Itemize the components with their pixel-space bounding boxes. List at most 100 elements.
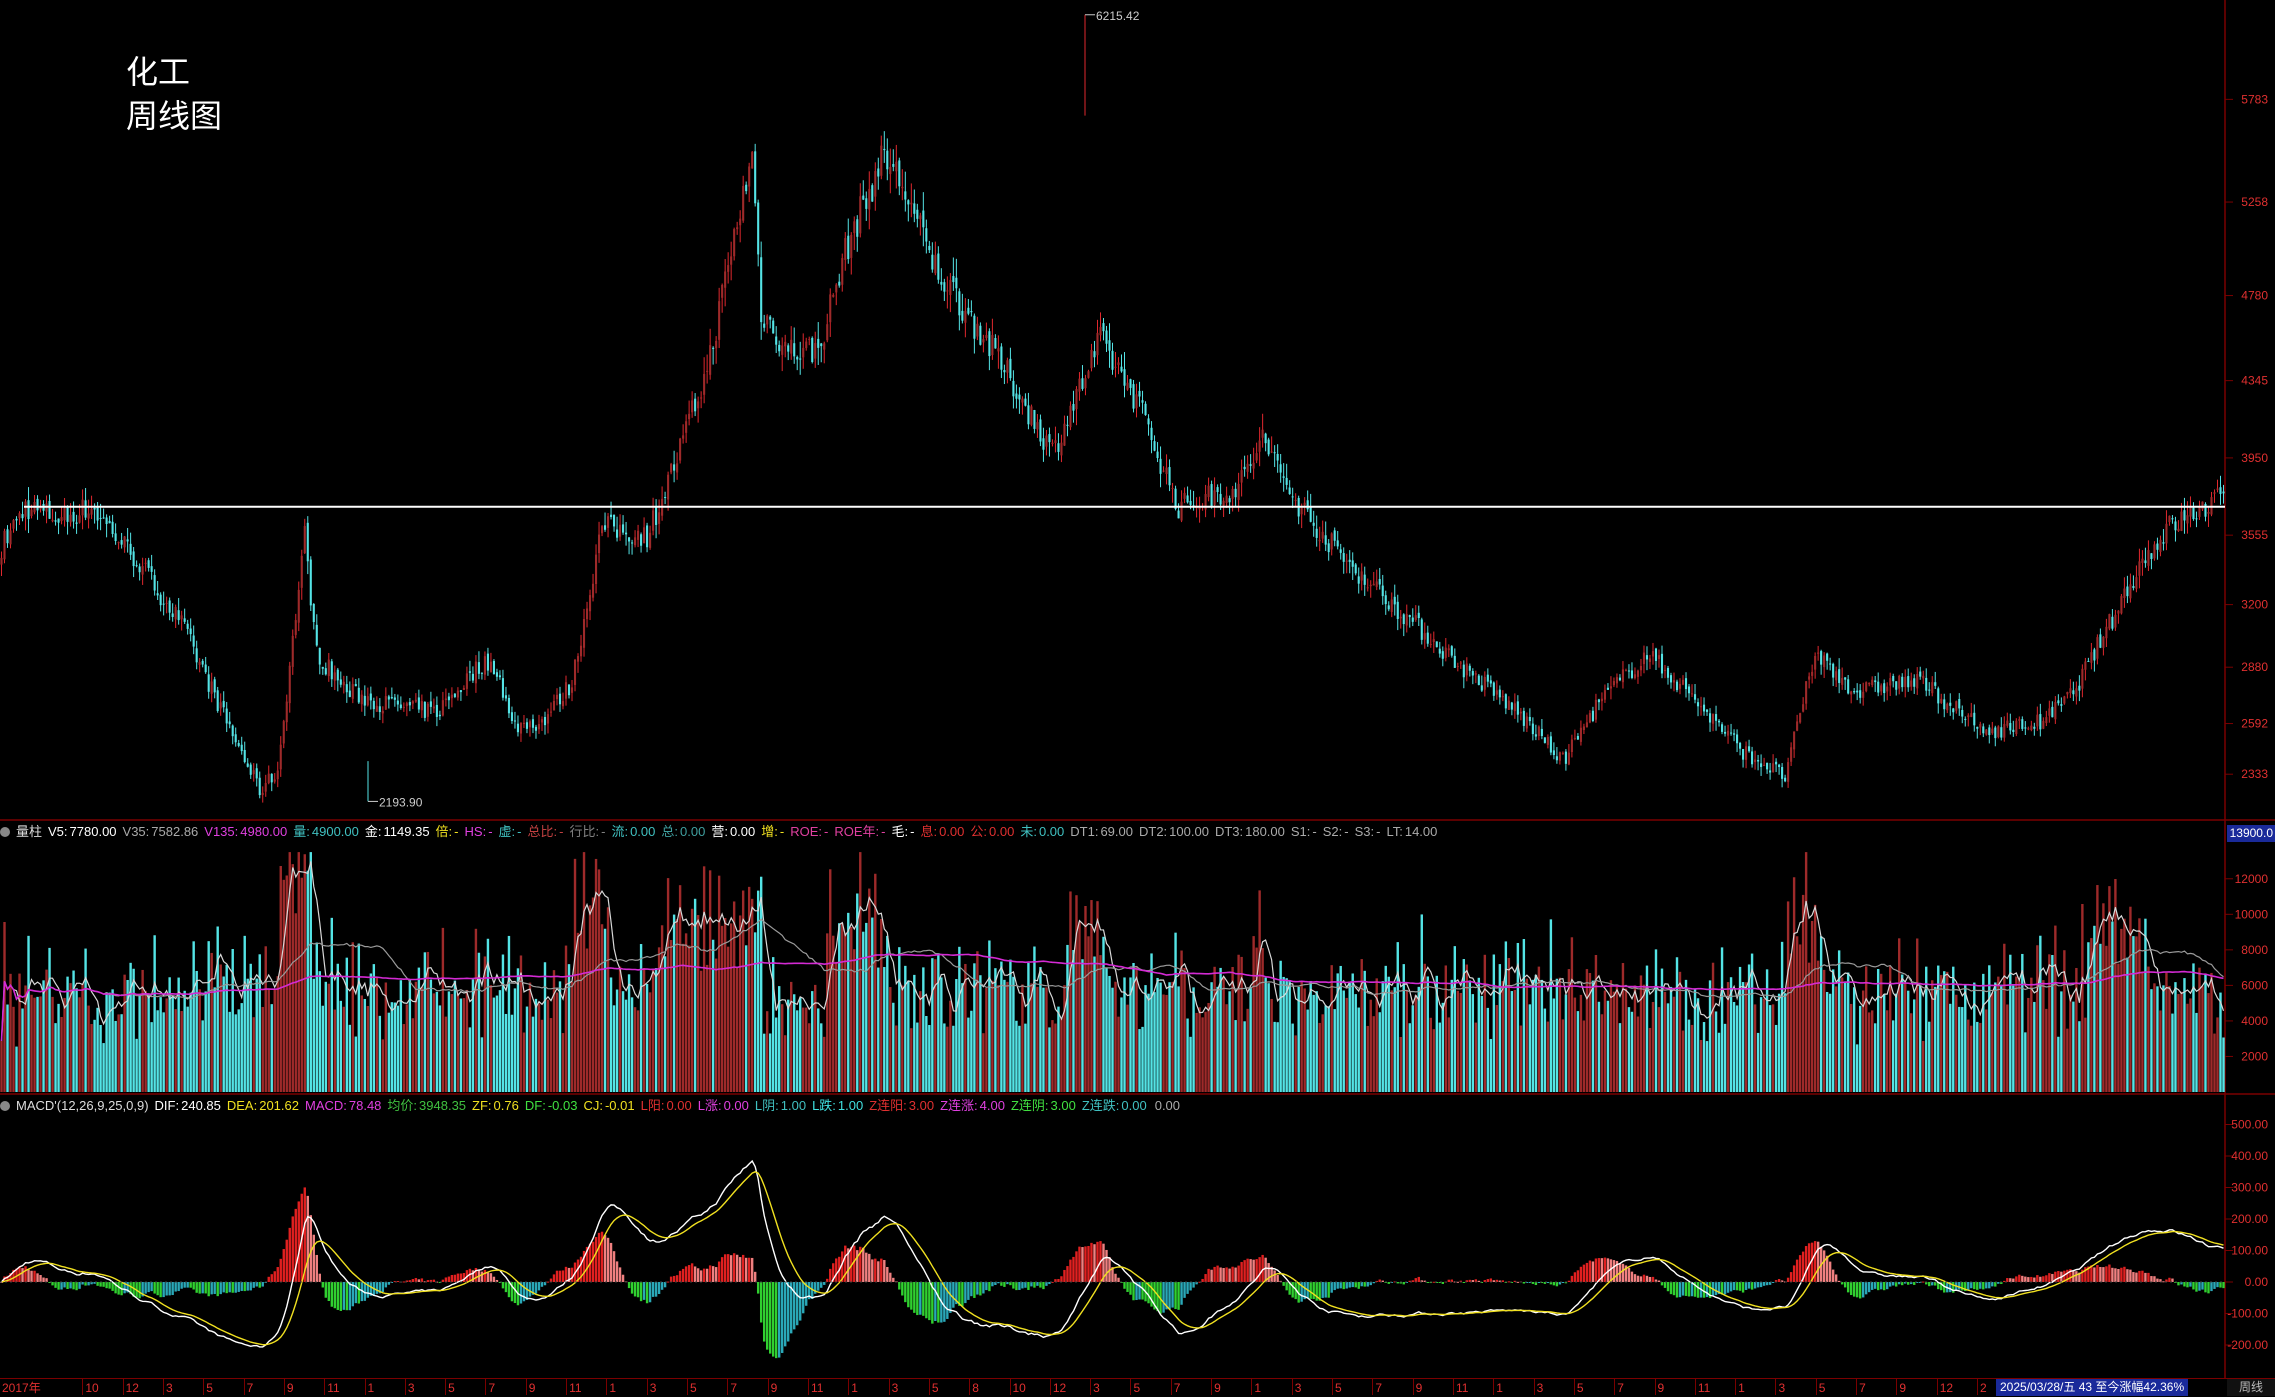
- candle-body: [1895, 681, 1898, 690]
- volume-bar: [153, 935, 156, 1092]
- candle-body: [315, 624, 318, 646]
- volume-bar: [621, 991, 625, 1092]
- candle-body: [2063, 696, 2066, 704]
- candle-body: [790, 339, 793, 354]
- macd-histogram-bar: [1600, 1258, 1604, 1282]
- volume-bar: [1135, 966, 1138, 1092]
- volume-bar: [2156, 986, 2159, 1092]
- volume-bar: [735, 966, 739, 1092]
- candle-body: [1775, 761, 1778, 765]
- candle-body: [877, 168, 880, 177]
- candle-body: [1150, 427, 1153, 441]
- volume-bar: [657, 947, 661, 1092]
- volume-bar: [234, 1014, 237, 1092]
- candle-body: [546, 714, 550, 724]
- volume-bar: [2114, 879, 2117, 1092]
- time-axis-tick: [525, 1379, 527, 1395]
- macd-histogram-bar: [225, 1282, 228, 1294]
- macd-histogram-bar: [1594, 1258, 1598, 1282]
- indicator-settings-icon[interactable]: [0, 1101, 10, 1111]
- candle-body: [0, 557, 3, 565]
- macd-histogram-bar: [585, 1246, 589, 1282]
- candle-body: [1943, 699, 1946, 710]
- macd-histogram-bar: [1174, 1282, 1177, 1310]
- volume-bar: [240, 1003, 243, 1092]
- candle-body: [1459, 662, 1462, 664]
- macd-histogram-bar: [240, 1282, 243, 1291]
- volume-bar: [1603, 990, 1607, 1092]
- volume-bar: [1759, 997, 1763, 1092]
- volume-bar: [537, 1003, 541, 1092]
- volume-bar: [2207, 993, 2210, 1092]
- time-axis-tick: [1332, 1379, 1333, 1395]
- volume-bar: [1462, 959, 1466, 1092]
- volume-bar: [441, 927, 445, 1092]
- macd-histogram-bar: [1468, 1279, 1472, 1282]
- volume-bar: [612, 1005, 616, 1092]
- volume-bar: [1555, 978, 1559, 1092]
- volume-bar: [1702, 1022, 1706, 1092]
- candle-body: [1919, 671, 1922, 677]
- candle-body: [117, 542, 120, 544]
- volume-bar: [994, 968, 997, 1092]
- candle-body: [1871, 679, 1874, 686]
- macd-histogram-bar: [1441, 1282, 1444, 1284]
- candle-body: [1702, 704, 1706, 712]
- volume-bar: [276, 976, 279, 1092]
- volume-bar: [201, 1020, 204, 1092]
- time-axis-tick: [485, 1379, 487, 1395]
- volume-bar: [1276, 1022, 1279, 1092]
- indicator-settings-icon[interactable]: [0, 827, 10, 837]
- candle-body: [93, 507, 96, 510]
- volume-bar: [360, 995, 364, 1092]
- candle-body: [462, 688, 465, 690]
- macd-histogram-bar: [630, 1282, 634, 1294]
- candle-body: [453, 693, 456, 697]
- macd-histogram-bar: [54, 1282, 57, 1288]
- time-axis-tick: [82, 1379, 84, 1395]
- macd-histogram-bar: [102, 1282, 105, 1287]
- candle-body: [994, 338, 997, 349]
- volume-bar: [1285, 978, 1288, 1092]
- volume-bar: [1744, 982, 1748, 1092]
- macd-histogram-bar: [2171, 1278, 2174, 1282]
- macd-histogram-bar: [174, 1282, 177, 1292]
- candle-body: [2099, 634, 2102, 648]
- candle-body: [381, 710, 384, 714]
- time-axis-label: 3: [891, 1381, 899, 1395]
- volume-bar: [1651, 1001, 1655, 1092]
- volume_panel-key: 总:: [661, 824, 678, 839]
- macd-histogram-bar: [937, 1282, 940, 1323]
- volume-bar: [519, 955, 523, 1092]
- macd-histogram-bar: [2111, 1267, 2114, 1282]
- macd-histogram-bar: [1913, 1282, 1916, 1285]
- macd-histogram-bar: [453, 1274, 457, 1282]
- candle-body: [441, 700, 444, 716]
- candle-body: [450, 694, 453, 699]
- volume-bar: [1792, 877, 1796, 1092]
- volume-bar: [69, 983, 72, 1092]
- macd-histogram-bar: [1360, 1282, 1363, 1287]
- macd-histogram-bar: [414, 1277, 418, 1282]
- volume-bar: [1795, 936, 1799, 1092]
- candle-body: [835, 284, 838, 293]
- candle-body: [375, 705, 378, 712]
- volume-bar: [871, 917, 874, 1092]
- time-axis-tick: [1815, 1379, 1817, 1395]
- macd-histogram-bar: [690, 1263, 694, 1282]
- volume-bar: [1729, 977, 1733, 1092]
- candle-body: [1078, 378, 1081, 392]
- volume-bar: [279, 866, 282, 1092]
- macd-histogram-bar: [24, 1266, 27, 1282]
- volume-bar: [324, 981, 327, 1092]
- time-axis-label: 12: [1939, 1381, 1954, 1395]
- volume_panel-key: DT2:: [1139, 824, 1168, 839]
- macd_panel-value: 0.00: [666, 1098, 692, 1113]
- volume-bar: [132, 968, 135, 1092]
- candle-body: [321, 666, 324, 669]
- period-corner-label[interactable]: 周线: [2227, 1379, 2275, 1396]
- volume-bar: [1429, 1017, 1432, 1092]
- volume-bar: [78, 997, 81, 1092]
